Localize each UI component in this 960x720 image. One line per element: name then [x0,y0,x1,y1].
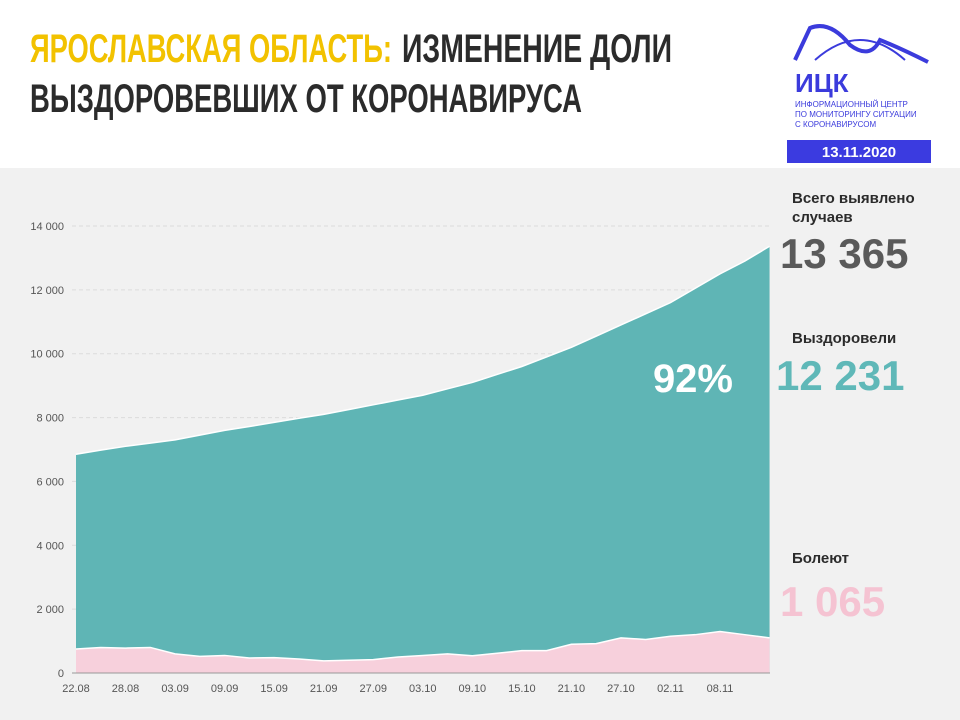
x-tick-label: 08.11 [707,683,734,695]
y-tick-label: 10 000 [30,349,64,361]
stat-label-line: случаев [792,209,853,226]
logo-text: ПО МОНИТОРИНГУ СИТУАЦИИ [795,110,917,119]
logo-text: ИНФОРМАЦИОННЫЙ ЦЕНТР [795,100,908,109]
date-box [787,140,931,163]
logo: ИЦК [795,68,849,98]
title: ИЗМЕНЕНИЕ ДОЛИ [402,27,672,71]
x-tick-label: 22.08 [62,683,90,695]
stat-value: 13 365 [780,230,908,277]
x-tick-label: 03.09 [161,683,189,695]
x-tick-label: 27.10 [607,683,635,695]
area [76,246,770,673]
logo-icon [793,24,929,64]
y-tick-label: 8 000 [36,413,64,425]
x-tick-label: 27.09 [359,683,387,695]
stat-value: 12 231 [776,352,904,399]
title: ВЫЗДОРОВЕВШИХ ОТ КОРОНАВИРУСА [30,77,582,121]
x-tick-label: 15.10 [508,683,536,695]
x-tick-label: 02.11 [657,683,684,695]
stat-label: Всего выявлено случаев [792,190,915,226]
area-edge [75,630,770,662]
x-tick-label: 09.09 [211,683,239,695]
y-tick-label: 12 000 [30,285,64,297]
x-tick-label: 21.09 [310,683,338,695]
logo-icon [814,39,906,61]
y-tick-label: 6 000 [36,476,64,488]
y-tick-label: 2 000 [36,604,64,616]
plot: 0 2 000 4 000 6 000 8 000 10 000 12 000 14 000 2… [30,221,770,695]
stat-label-line: Всего выявлено [792,190,915,207]
y-tick-label: 14 000 [30,221,64,233]
x-tick-label: 28.08 [112,683,140,695]
stat-value: 1 065 [780,578,885,625]
x-tick-label: 09.10 [459,683,487,695]
date: 13.11.2020 [822,144,896,161]
x-tick-label: 15.09 [260,683,288,695]
area [76,631,770,673]
title-highlight: ЯРОСЛАВСКАЯ ОБЛАСТЬ: [30,27,392,71]
y-tick-label: 4 000 [36,540,64,552]
stat-label: Выздоровели [792,330,896,347]
x-tick-label: 03.10 [409,683,437,695]
x-tick-label: 21.10 [558,683,586,695]
logo-text: С КОРОНАВИРУСОМ [795,120,876,129]
stat-label: Болеют [792,550,849,567]
annotation: 92% [653,357,733,401]
area-edge [75,245,770,456]
y-tick-label: 0 [58,668,64,680]
